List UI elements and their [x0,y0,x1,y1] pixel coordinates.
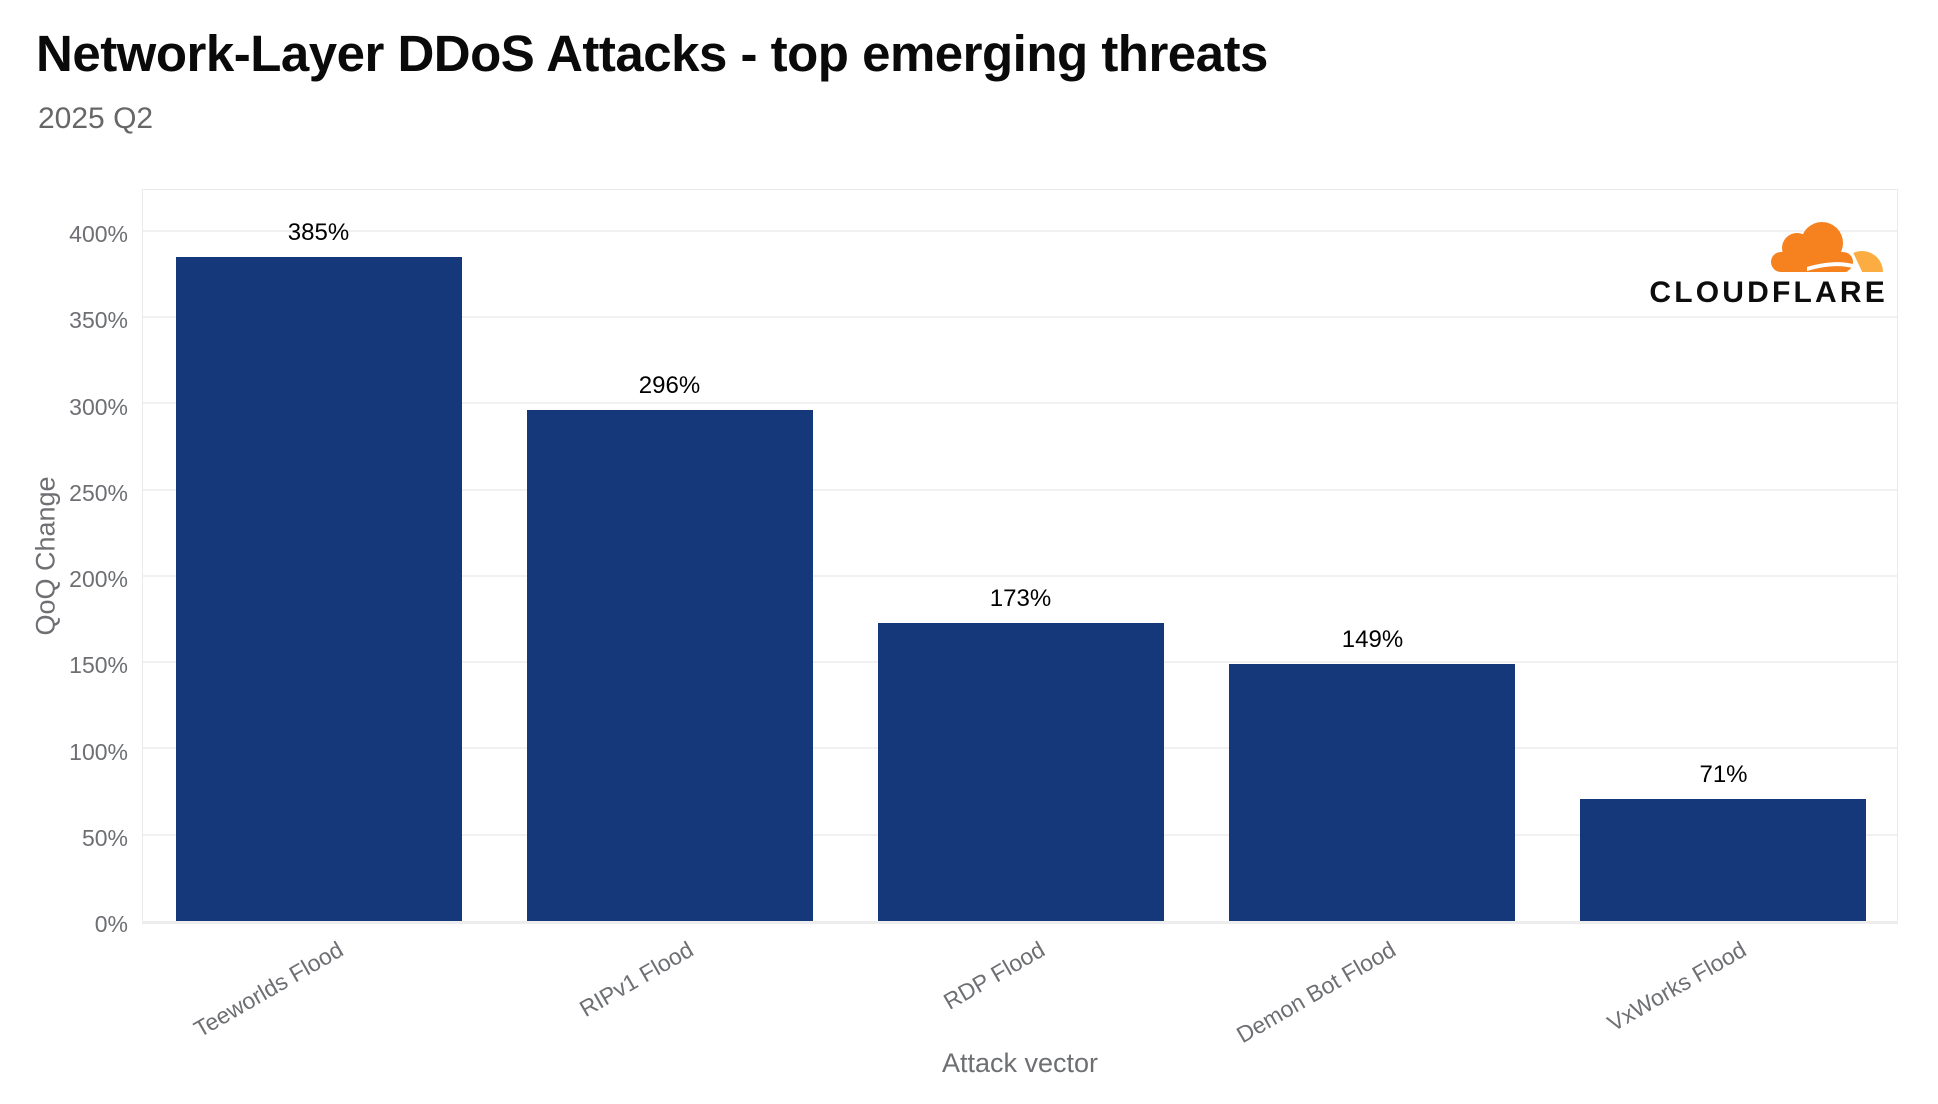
cloudflare-logo: CLOUDFLARE [1649,216,1888,309]
gridline [143,316,1897,318]
bar-value-label: 173% [989,585,1052,612]
y-tick-label: 350% [69,307,128,333]
gridline [143,575,1897,577]
y-tick-label: 50% [81,825,128,851]
plot-area: 385% 296% 173% 149% 71% [142,189,1898,924]
bar-demon-bot-flood [1229,664,1515,921]
x-tick-label: RDP Flood [938,936,1049,1015]
x-tick-label: Teeworlds Flood [188,936,347,1043]
bar-teeworlds-flood [176,257,462,921]
cloudflare-wordmark: CLOUDFLARE [1649,276,1888,309]
gridline [143,489,1897,491]
bar-rdp-flood [878,623,1164,921]
y-tick-label: 100% [69,739,128,765]
y-tick-label: 250% [69,480,128,506]
x-tick-label: RIPv1 Flood [575,936,698,1022]
gridline [143,230,1897,232]
chart-subtitle: 2025 Q2 [38,102,154,135]
cloudflare-cloud-icon [1771,222,1883,276]
bar-value-label: 149% [1341,626,1404,653]
x-axis-title: Attack vector [941,1048,1099,1078]
y-tick-label: 0% [94,911,128,937]
bar-vxworks-flood [1580,799,1866,921]
bar-value-label: 385% [287,219,350,246]
y-tick-label: 150% [69,652,128,678]
y-tick-label: 300% [69,394,128,420]
chart-title: Network-Layer DDoS Attacks - top emergin… [36,25,1268,82]
x-tick-label: Demon Bot Flood [1231,936,1400,1049]
bar-ripv1-flood [527,410,813,921]
bar-value-label: 296% [638,372,701,399]
y-tick-label: 400% [69,221,128,247]
x-tick-label: VxWorks Flood [1603,936,1751,1037]
gridline [143,402,1897,404]
bar-value-label: 71% [1699,761,1748,788]
y-tick-label: 200% [69,566,128,592]
